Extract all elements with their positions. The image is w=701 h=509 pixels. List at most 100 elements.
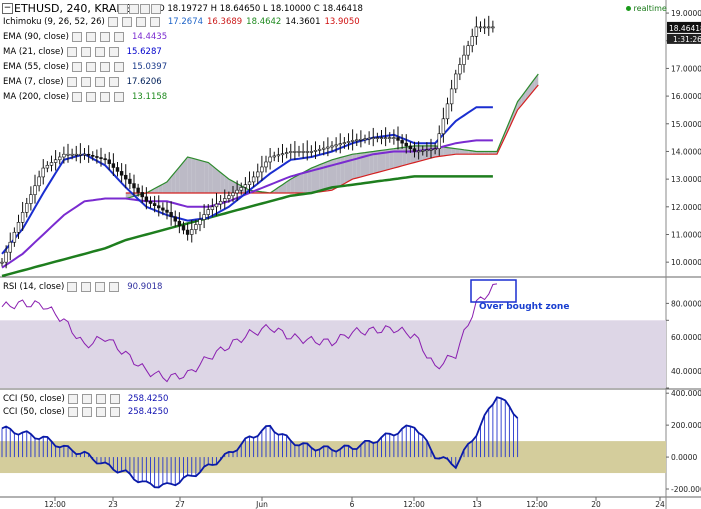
ichimoku-cloud-segment: [385, 149, 390, 171]
close-icon[interactable]: [109, 407, 120, 417]
close-icon[interactable]: [108, 47, 119, 57]
indicator-label: EMA (55, close): [3, 62, 69, 72]
symbol-toolbar[interactable]: [118, 4, 162, 15]
candle-body: [70, 153, 74, 156]
candle-body: [78, 153, 83, 156]
candle-body: [367, 137, 371, 140]
overbought-highlight-box: [470, 279, 517, 303]
eye-icon[interactable]: [66, 47, 77, 57]
candle-body: [202, 214, 206, 220]
gear-icon[interactable]: [95, 394, 106, 404]
gear-icon[interactable]: [95, 282, 106, 292]
realtime-dot-icon: [626, 6, 631, 11]
settings-icon[interactable]: [86, 92, 97, 102]
eye-icon[interactable]: [66, 77, 77, 87]
candle-body: [107, 159, 111, 164]
candle-body: [458, 64, 462, 75]
indicator-value: 15.6287: [126, 47, 162, 57]
eye-icon[interactable]: [71, 32, 82, 42]
eye-icon[interactable]: [67, 407, 78, 417]
candle-body: [379, 137, 384, 139]
settings-icon[interactable]: [80, 77, 91, 87]
eye-icon[interactable]: [129, 4, 139, 14]
candle-body: [429, 148, 433, 151]
settings-icon[interactable]: [81, 282, 92, 292]
settings-icon[interactable]: [81, 407, 92, 417]
settings-icon[interactable]: [118, 4, 128, 14]
price-tick-label: 13.00000: [671, 175, 701, 184]
candle-body: [165, 209, 169, 213]
candle-body: [280, 153, 285, 156]
candle-body: [408, 145, 413, 149]
eye-icon[interactable]: [67, 394, 78, 404]
ichimoku-cloud-segment: [381, 149, 386, 172]
candle-body: [25, 203, 29, 213]
candle-body: [103, 158, 107, 161]
candle-body: [371, 137, 375, 139]
ichimoku-cloud-segment: [348, 154, 353, 182]
eye-icon[interactable]: [107, 17, 118, 27]
cci-tick-label: 400.0000: [671, 389, 701, 398]
candle-body: [111, 163, 116, 168]
close-icon[interactable]: [151, 4, 161, 14]
collapse-panel-icon[interactable]: −: [2, 3, 13, 14]
gear-icon[interactable]: [140, 4, 150, 14]
candle-body: [441, 118, 446, 135]
close-icon[interactable]: [114, 92, 125, 102]
candle-body: [454, 73, 458, 90]
ichimoku-cloud-segment: [398, 147, 403, 167]
candle-body: [58, 156, 62, 161]
ichimoku-cloud-segment: [447, 147, 452, 156]
time-tick-label: Jun: [255, 500, 268, 509]
candle-body: [227, 195, 231, 199]
close-icon[interactable]: [113, 32, 124, 42]
indicator-value: 16.3689: [207, 17, 243, 27]
ichimoku-cloud-segment: [344, 155, 349, 184]
settings-icon[interactable]: [121, 17, 132, 27]
overbought-annotation: Over bought zone: [479, 302, 570, 312]
gear-icon[interactable]: [100, 92, 111, 102]
indicator-value: 15.0397: [131, 62, 168, 72]
ichimoku-cloud-segment: [476, 151, 481, 155]
indicator-legend-row: EMA (7, close) 17.6206: [3, 76, 162, 88]
ichimoku-cloud-segment: [406, 146, 411, 165]
eye-icon[interactable]: [71, 62, 82, 72]
close-icon[interactable]: [108, 77, 119, 87]
ichimoku-cloud-segment: [327, 159, 332, 191]
gear-icon[interactable]: [94, 77, 105, 87]
candle-body: [243, 184, 248, 188]
ichimoku-cloud-segment: [191, 158, 196, 193]
candle-body: [41, 167, 45, 178]
cci-tick-label: 200.0000: [671, 421, 701, 430]
ichimoku-cloud-segment: [303, 170, 308, 193]
candle-body: [470, 36, 474, 47]
close-icon[interactable]: [113, 62, 124, 72]
candle-body: [416, 150, 421, 153]
ichimoku-cloud-segment: [204, 161, 209, 193]
gear-icon[interactable]: [95, 407, 106, 417]
eye-icon[interactable]: [67, 282, 78, 292]
gear-icon[interactable]: [94, 47, 105, 57]
close-icon[interactable]: [149, 17, 160, 27]
settings-icon[interactable]: [80, 47, 91, 57]
close-icon[interactable]: [109, 394, 120, 404]
candle-body: [392, 137, 396, 139]
candle-body: [445, 103, 450, 120]
price-tick-label: 15.00000: [671, 120, 701, 129]
eye-icon[interactable]: [72, 92, 83, 102]
gear-icon[interactable]: [135, 17, 146, 27]
gear-icon[interactable]: [99, 62, 110, 72]
settings-icon[interactable]: [81, 394, 92, 404]
close-icon[interactable]: [109, 282, 120, 292]
settings-icon[interactable]: [85, 32, 96, 42]
candle-body: [421, 150, 425, 152]
candle-body: [62, 153, 66, 158]
candle-body: [190, 229, 194, 235]
candle-body: [206, 209, 210, 215]
gear-icon[interactable]: [99, 32, 110, 42]
candle-body: [223, 198, 227, 202]
ema90-line: [1, 139, 493, 269]
settings-icon[interactable]: [85, 62, 96, 72]
candle-body: [181, 225, 186, 231]
